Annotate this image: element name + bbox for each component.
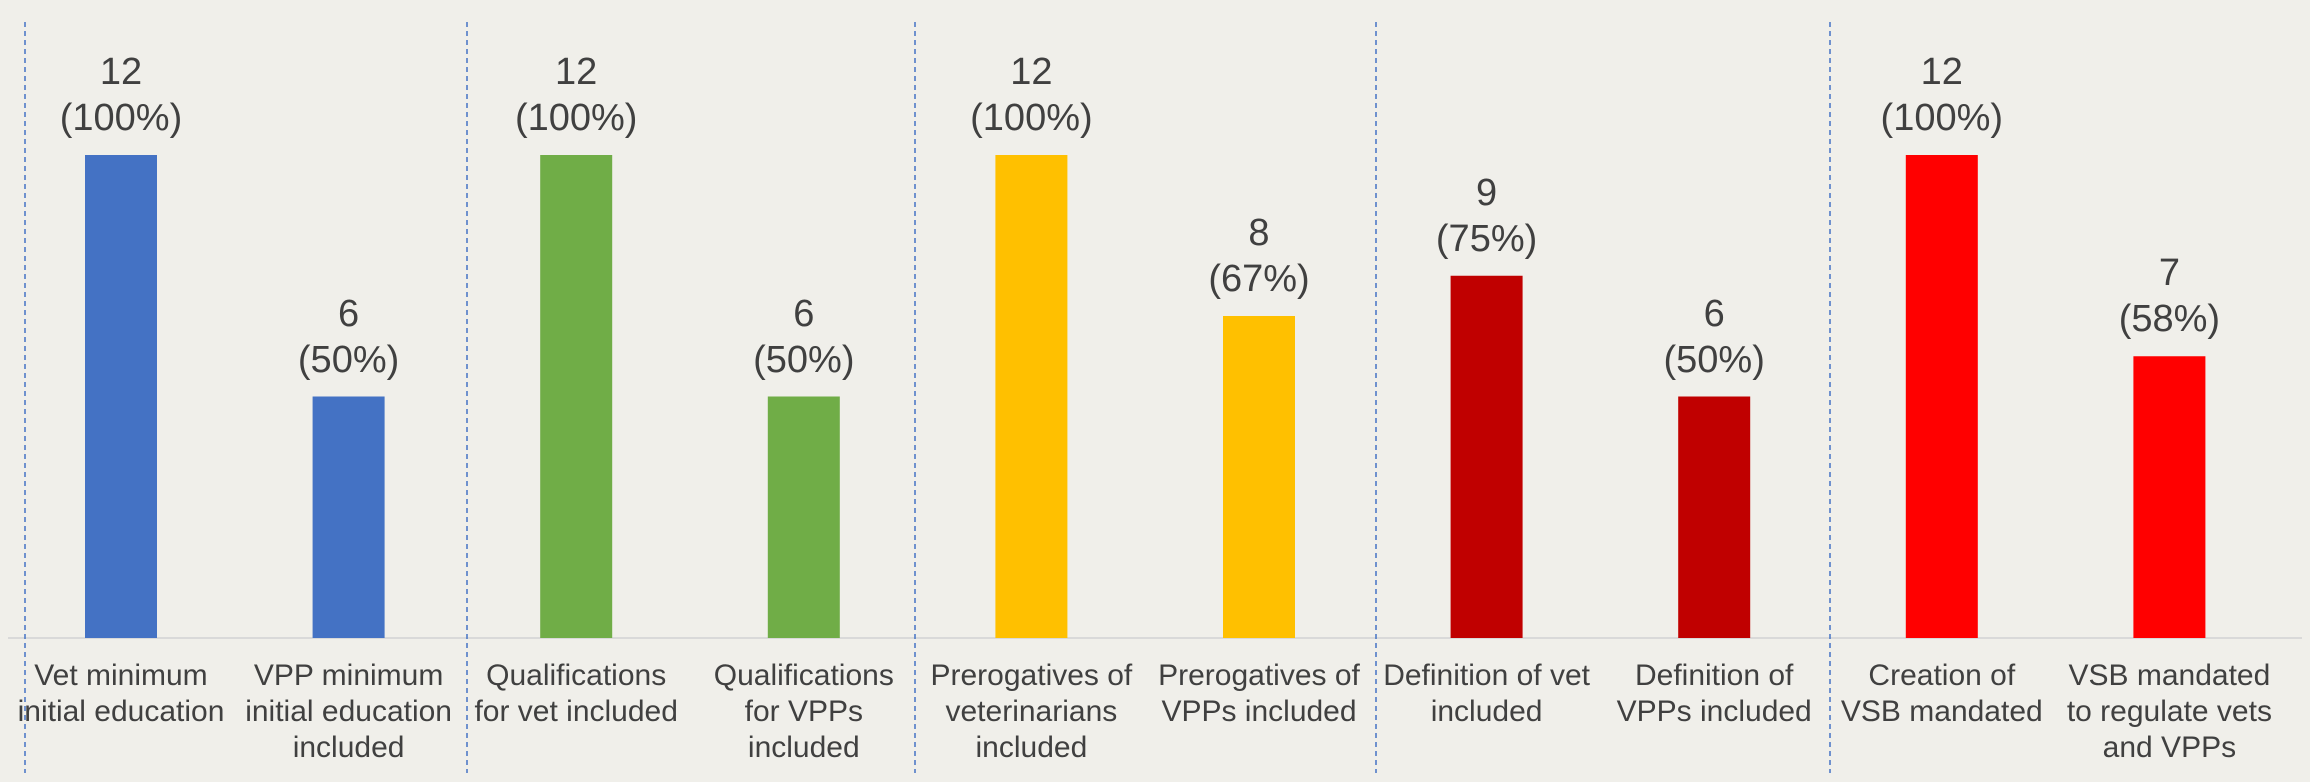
data-label: 12 (100%) [59,51,183,139]
bar [1905,155,1978,638]
bar [1678,396,1751,638]
x-tick-label: Definition of VPPs included [1616,659,1812,728]
bar [540,155,613,638]
data-label: 12 (100%) [514,51,638,139]
bar [2133,356,2206,638]
bar [312,396,385,638]
data-label: 6 (50%) [1663,292,1765,381]
bar [1223,316,1295,638]
x-tick-label: Qualifications for vet included [474,659,678,728]
x-tick-label: Qualifications for VPPs included [713,659,894,764]
x-tick-label: Definition of vet included [1383,659,1590,728]
x-tick-label: Prerogatives of veterinarians included [930,659,1133,764]
data-label: 8 (67%) [1208,212,1310,300]
data-label: 7 (58%) [2118,252,2221,341]
x-tick-label: Vet minimum initial education [17,659,225,728]
bar [995,155,1068,638]
bar [1450,275,1523,638]
data-label: 9 (75%) [1435,171,1538,260]
x-tick-label: VPP minimum initial education included [245,659,452,764]
x-tick-label: Prerogatives of VPPs included [1158,659,1360,728]
x-tick-label: Creation of VSB mandated [1840,659,2043,728]
data-label: 6 (50%) [297,292,400,381]
bar [767,396,840,638]
data-label: 12 (100%) [1880,51,2004,139]
data-label: 6 (50%) [753,292,855,381]
x-tick-label: VSB mandated to regulate vets and VPPs [2066,659,2272,764]
bar [85,155,157,638]
data-label: 12 (100%) [970,51,1093,139]
